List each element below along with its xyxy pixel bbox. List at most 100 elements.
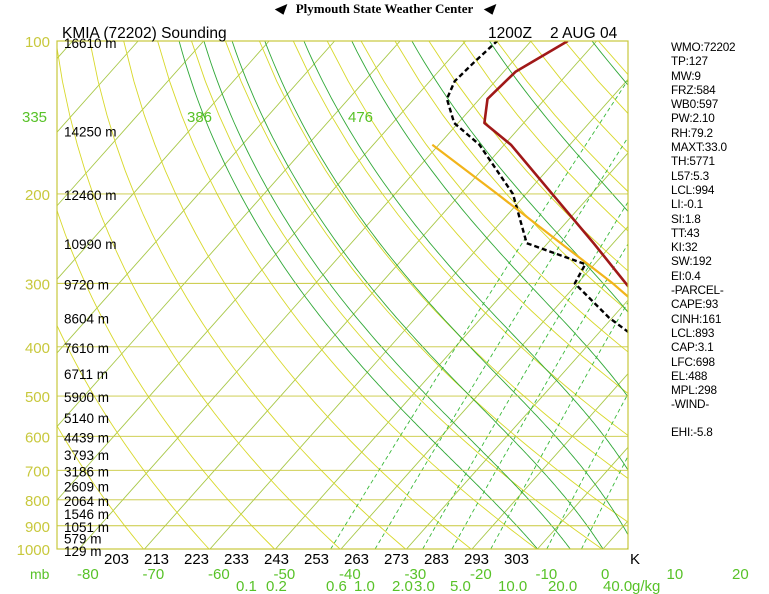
height-label: 9720 m — [64, 277, 109, 292]
height-label: 1051 m — [64, 520, 109, 535]
theta-k-label: 293 — [464, 551, 489, 568]
mixing-ratio-label: 0.1 — [236, 578, 257, 594]
height-label: 3793 m — [64, 448, 109, 463]
pressure-label: 100 — [25, 34, 50, 51]
isotherm-line — [209, 78, 628, 549]
isotherm-line — [57, 41, 401, 428]
theta-k-label: 223 — [184, 551, 209, 568]
dry-adiabat-line — [292, 41, 628, 437]
mixing-ratio-line — [490, 301, 628, 549]
sounding-index: -PARCEL- — [671, 283, 724, 298]
mixing-ratio-line — [330, 79, 628, 549]
mixing-ratio-label: 10.0 — [498, 578, 527, 594]
pressure-label: 600 — [25, 429, 50, 446]
sounding-index: EI:0.4 — [671, 268, 701, 283]
temperature-tick-label: -50 — [274, 566, 296, 583]
mixing-ratio-label: 1.0 — [354, 578, 375, 594]
moist-adiabat-line — [411, 41, 628, 313]
mixing-ratio-label: 5.0 — [450, 578, 471, 594]
height-label: 1546 m — [64, 507, 109, 522]
dry-adiabat-line — [394, 41, 628, 312]
isotherm-line — [57, 41, 466, 501]
sounding-index: SI:1.8 — [671, 211, 701, 226]
dry-adiabat-line — [89, 41, 406, 549]
mixing-ratio-label: 40.0 — [603, 578, 632, 594]
pressure-label: 700 — [25, 463, 50, 480]
sounding-index: KI:32 — [671, 240, 698, 255]
dry-adiabat-line — [57, 44, 341, 549]
plot-border — [56, 40, 629, 550]
sounding-index: CAP:3.1 — [671, 340, 714, 355]
dry-adiabat-line — [360, 41, 628, 353]
sounding-index: WB0:597 — [671, 97, 719, 112]
temperature-tick-label: -10 — [536, 566, 558, 583]
moist-adiabat-line — [303, 41, 628, 471]
isotherm-line — [78, 41, 532, 549]
dry-adiabat-line — [57, 208, 275, 549]
pressure-label: 200 — [25, 187, 50, 204]
sounding-index: TT:43 — [671, 225, 700, 240]
moist-adiabat-line — [231, 41, 604, 549]
height-label: 5140 m — [64, 411, 109, 426]
chart-labels: KMIA (72202) Sounding 1200Z 2 AUG 04100200… — [17, 25, 749, 594]
moist-adiabat-line — [203, 41, 571, 549]
sounding-index: MAXT:33.0 — [671, 140, 727, 155]
dry-adiabat-line — [258, 41, 628, 479]
temperature-tick-label: -20 — [470, 566, 492, 583]
sounding-time: 1200Z — [488, 25, 532, 42]
isotherm-line — [406, 299, 628, 549]
pressure-unit-label: mb — [30, 566, 50, 582]
theta-e-label: 386 — [187, 109, 212, 126]
pressure-label: 900 — [25, 519, 50, 536]
sounding-index: -WIND- — [671, 397, 710, 412]
height-label: 14250 m — [64, 124, 117, 139]
sounding-index: MPL:298 — [671, 383, 717, 398]
height-label: 16610 m — [64, 36, 117, 51]
theta-k-label: 213 — [144, 551, 169, 568]
theta-k-label: 273 — [384, 551, 409, 568]
pressure-label: 800 — [25, 493, 50, 510]
height-label: 10990 m — [64, 237, 117, 252]
moist-adiabat-line — [351, 41, 628, 398]
moist-adiabat-line — [178, 41, 538, 549]
sounding-indices-panel: WMO:72202 TP:127 MW:9 FRZ:584 WB0:597 PW:2.10… — [671, 40, 769, 439]
pressure-label: 500 — [25, 389, 50, 406]
ehi-value: EHI:-5.8 — [671, 424, 713, 439]
temperature-tick-label: -60 — [208, 566, 230, 583]
sounding-index: FRZ:584 — [671, 82, 716, 97]
sounding-index: LI:-0.1 — [671, 197, 704, 212]
mixing-ratio-label: 0.6 — [326, 578, 347, 594]
pressure-label: 400 — [25, 340, 50, 357]
sounding-index: MW:9 — [671, 68, 701, 83]
height-label: 4439 m — [64, 430, 109, 445]
sounding-index: LFC:698 — [671, 354, 715, 369]
sounding-index: CINH:161 — [671, 311, 722, 326]
isotherm-line — [57, 41, 270, 281]
theta-e-label: 335 — [22, 109, 47, 126]
theta-e-label: 476 — [348, 109, 373, 126]
temperature-tick-label: -40 — [339, 566, 361, 583]
sounding-index: LCL:994 — [671, 182, 715, 197]
theta-k-label: 303 — [504, 551, 529, 568]
height-label: 3186 m — [64, 464, 109, 479]
mixing-ratio-label: 3.0 — [414, 578, 435, 594]
isotherm-line — [144, 41, 597, 549]
height-label: 579 m — [64, 532, 102, 547]
dry-adiabat-line — [326, 41, 628, 395]
mixing-ratio-label: 2.0 — [392, 578, 413, 594]
temperature-tick-label: 0 — [601, 566, 609, 583]
sounding-index: LCL:893 — [671, 325, 715, 340]
sounding-index: WMO:72202 — [671, 40, 736, 54]
station-title: KMIA (72202) Sounding — [62, 25, 227, 42]
parcel-trace — [431, 143, 628, 299]
sounding-index: L57:5.3 — [671, 168, 709, 183]
theta-k-label: 243 — [264, 551, 289, 568]
sounding-index: TP:127 — [671, 54, 708, 69]
chart-series — [431, 41, 628, 334]
mixing-ratio-unit: g/kg — [632, 578, 660, 594]
height-label: 6711 m — [64, 367, 108, 382]
sounding-index: CAPE:93 — [671, 297, 719, 312]
height-label: 8604 m — [64, 311, 109, 326]
height-label: 12460 m — [64, 188, 117, 203]
